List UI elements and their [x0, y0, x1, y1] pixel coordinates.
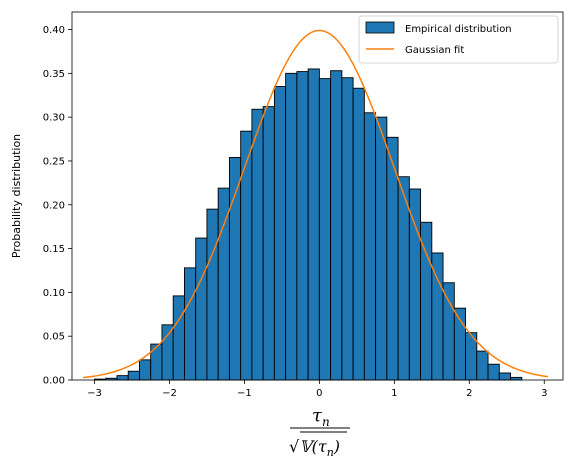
histogram-bar — [273, 86, 287, 381]
y-tick-label: 0.05 — [43, 332, 65, 343]
histogram-bar — [363, 112, 377, 381]
histogram-bar — [352, 87, 365, 381]
histogram-bar — [442, 282, 455, 381]
histogram-bar — [285, 72, 298, 381]
x-label-denominator: √𝕍(τn) — [289, 437, 340, 459]
histogram-bar — [318, 78, 332, 381]
histogram-bar — [420, 221, 433, 381]
histogram-bar — [183, 267, 197, 381]
x-tick-label: −1 — [237, 388, 252, 399]
histogram-bar — [195, 237, 208, 381]
histogram-bar — [206, 208, 219, 381]
plot-frame — [71, 11, 564, 381]
histogram-bar — [116, 375, 129, 381]
y-tick-label: 0.30 — [43, 113, 65, 124]
x-tick-label: −3 — [87, 388, 102, 399]
histogram-bar — [262, 106, 275, 381]
histogram-bar — [240, 130, 253, 381]
y-axis-ticks: 0.00 0.05 0.10 0.15 0.20 0.25 0.30 0.35 0.40 — [43, 25, 72, 387]
histogram-bar — [139, 359, 152, 381]
x-label-numerator: τn — [312, 405, 330, 429]
legend-label-empirical: Empirical distribution — [405, 24, 512, 35]
histogram-bar — [330, 70, 343, 381]
histogram-bar — [296, 71, 309, 381]
x-tick-label: 1 — [391, 388, 397, 399]
x-axis-ticks: −3 −2 −1 0 1 2 3 — [87, 380, 547, 399]
y-tick-label: 0.20 — [43, 200, 65, 211]
legend: Empirical distribution Gaussian fit — [358, 15, 559, 64]
y-tick-label: 0.10 — [43, 288, 65, 299]
histogram-bar — [217, 187, 230, 381]
histogram-bar — [341, 77, 354, 381]
x-tick-label: 0 — [316, 388, 322, 399]
legend-label-gaussian: Gaussian fit — [405, 45, 464, 56]
histogram-bar — [127, 370, 140, 381]
x-tick-label: 2 — [466, 388, 472, 399]
y-tick-label: 0.40 — [43, 25, 65, 36]
histogram-bar — [487, 363, 500, 381]
x-axis-label: τn √𝕍(τn) — [289, 405, 350, 459]
histogram-bar — [498, 372, 511, 381]
y-tick-label: 0.35 — [43, 69, 65, 80]
histogram-bar — [228, 156, 242, 381]
legend-box — [358, 15, 559, 64]
histogram-bar — [172, 295, 185, 381]
x-tick-label: 3 — [541, 388, 547, 399]
y-tick-label: 0.15 — [43, 244, 65, 255]
histogram-bar — [476, 350, 489, 381]
histogram-bar — [150, 343, 163, 381]
x-tick-label: −2 — [162, 388, 177, 399]
y-tick-label: 0.00 — [43, 376, 65, 387]
histogram-bar — [161, 324, 174, 381]
histogram-bar — [375, 116, 388, 381]
y-axis-label: Probability distribution — [10, 134, 23, 258]
histogram-bars — [94, 68, 523, 381]
gaussian-fit-line — [83, 29, 549, 379]
histogram-bar — [307, 68, 320, 381]
legend-patch-empirical — [365, 21, 395, 34]
histogram-bar — [251, 108, 264, 381]
histogram-bar — [408, 188, 422, 381]
y-tick-label: 0.25 — [43, 156, 65, 167]
